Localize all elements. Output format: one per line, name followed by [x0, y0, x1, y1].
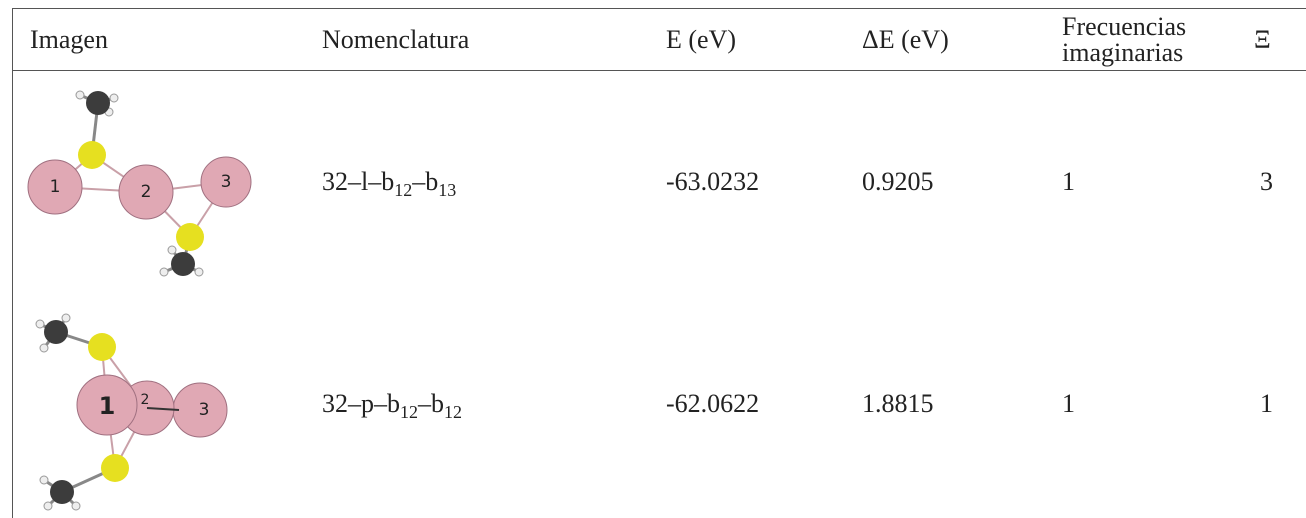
subscript: 12 — [394, 180, 413, 200]
header-cell: Ξ — [1254, 25, 1271, 54]
header-cell: Frecuencias imaginarias — [1062, 12, 1187, 67]
subscript: 12 — [444, 402, 462, 422]
energy-cell: -62.0622 — [666, 389, 760, 418]
xi-cell: 1 — [1260, 389, 1273, 418]
svg-text:3: 3 — [221, 172, 232, 192]
frequency-cell: 1 — [1062, 167, 1075, 196]
nomenclature-cell: 32–p–b12–b12 — [322, 390, 462, 426]
energy-cell: -63.0232 — [666, 167, 760, 196]
svg-text:2: 2 — [141, 392, 150, 408]
header-cell: Imagen — [30, 25, 108, 54]
left-rule — [12, 8, 13, 518]
nomenclature-text: 32–p–b — [322, 389, 400, 418]
subscript: 13 — [438, 180, 457, 200]
svg-text:2: 2 — [141, 182, 152, 202]
molecule-image: 1 2 3 — [35, 313, 228, 511]
nomenclature-text: 32–l–b — [322, 167, 395, 196]
molecule-image: 1 2 3 — [27, 90, 252, 277]
nomenclature-text: –b — [418, 389, 444, 418]
header-cell: E (eV) — [666, 25, 737, 54]
xi-cell: 3 — [1260, 167, 1273, 196]
nomenclature-cell: 32–l–b12–b13 — [322, 168, 456, 204]
nomenclature-text: –b — [412, 167, 439, 196]
svg-text:1: 1 — [50, 177, 61, 197]
header-cell: ΔE (eV) — [862, 25, 949, 54]
delta-energy-cell: 1.8815 — [862, 389, 934, 418]
svg-text:1: 1 — [99, 392, 116, 420]
delta-energy-cell: 0.9205 — [862, 167, 934, 196]
svg-text:3: 3 — [199, 400, 210, 420]
header-rule — [12, 70, 1306, 71]
subscript: 12 — [400, 402, 418, 422]
frequency-cell: 1 — [1062, 389, 1075, 418]
top-rule — [12, 8, 1306, 9]
header-cell: Nomenclatura — [322, 25, 470, 54]
